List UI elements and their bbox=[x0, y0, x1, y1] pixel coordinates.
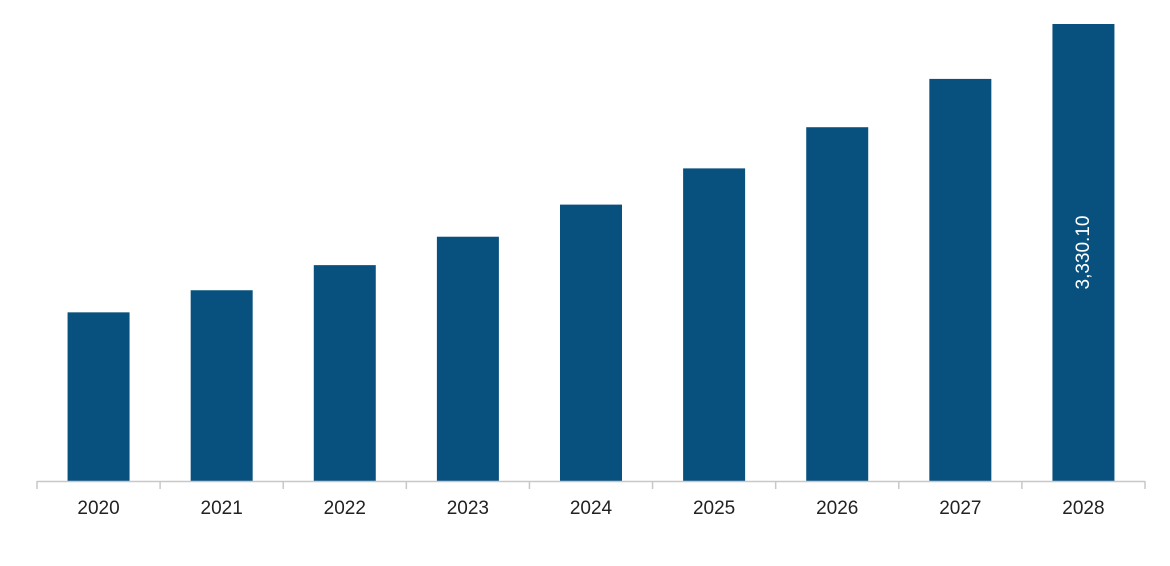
bar-2027 bbox=[929, 78, 992, 481]
bar-2024 bbox=[560, 204, 622, 482]
data-labels-group: 3,330.10 bbox=[1073, 216, 1094, 290]
x-tick-label-2021: 2021 bbox=[201, 498, 243, 519]
bar-2020 bbox=[67, 312, 130, 481]
x-tick-label-2028: 2028 bbox=[1062, 498, 1104, 519]
bar-2028 bbox=[1052, 24, 1115, 481]
bar-2022 bbox=[313, 265, 376, 481]
x-tick-label-2025: 2025 bbox=[693, 498, 735, 519]
tick-labels-group: 2020 2021 2022 2023 2024 2025 2026 2027 2028 bbox=[77, 498, 1104, 519]
x-tick-label-2022: 2022 bbox=[324, 498, 366, 519]
x-tick-label-2023: 2023 bbox=[447, 498, 489, 519]
bar-2023 bbox=[436, 236, 499, 481]
data-label-2028: 3,330.10 bbox=[1073, 216, 1094, 290]
bar-2025 bbox=[683, 168, 746, 481]
x-tick-label-2020: 2020 bbox=[77, 498, 119, 519]
x-axis bbox=[36, 480, 1146, 489]
x-tick-label-2027: 2027 bbox=[939, 498, 981, 519]
x-tick-label-2026: 2026 bbox=[816, 498, 858, 519]
bar-2021 bbox=[190, 290, 253, 481]
x-tick-label-2024: 2024 bbox=[570, 498, 613, 519]
bar-2026 bbox=[806, 127, 869, 482]
bars-group bbox=[67, 24, 1115, 482]
